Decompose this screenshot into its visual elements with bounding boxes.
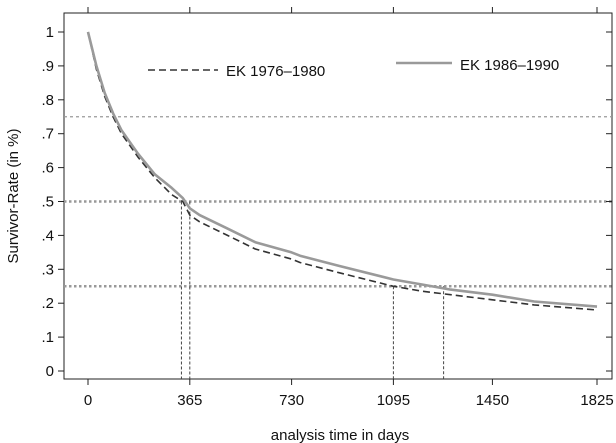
y-tick-label: 1 — [46, 24, 54, 41]
x-tick-label: 1450 — [476, 392, 509, 409]
y-tick-label: 0 — [46, 363, 54, 380]
y-tick-label: .7 — [41, 126, 54, 143]
series-line-1986-1990 — [86, 31, 598, 308]
x-tick-label: 1825 — [580, 392, 613, 409]
x-axis-title: analysis time in days — [271, 427, 409, 443]
legend-label: EK 1976–1980 — [226, 63, 325, 80]
y-tick-label: .6 — [41, 160, 54, 177]
y-axis-title: Survivor-Rate (in %) — [5, 128, 22, 263]
plot-frame — [63, 12, 613, 380]
x-tick-label: 730 — [279, 392, 304, 409]
series-line-1976-1980 — [87, 31, 598, 311]
y-tick-label: .5 — [41, 194, 54, 211]
x-tick-label: 365 — [177, 392, 202, 409]
x-tick-label: 1095 — [377, 392, 410, 409]
y-tick-label: .8 — [41, 92, 54, 109]
y-tick-label: .4 — [41, 227, 54, 244]
x-tick-label: 0 — [84, 392, 92, 409]
y-tick-label: .9 — [41, 58, 54, 75]
y-tick-label: .3 — [41, 261, 54, 278]
axes: 0 365 730 1095 1450 1825 0 .1 .2 .3 .4 .5 .6 .7 .8 .9 1 — [41, 7, 614, 409]
reference-lines — [64, 116, 612, 379]
y-tick-label: .2 — [41, 295, 54, 312]
legend-label: EK 1986–1990 — [460, 57, 559, 74]
legend: EK 1976–1980 EK 1986–1990 — [148, 57, 559, 80]
y-tick-label: .1 — [41, 329, 54, 346]
series-layer — [86, 31, 598, 311]
